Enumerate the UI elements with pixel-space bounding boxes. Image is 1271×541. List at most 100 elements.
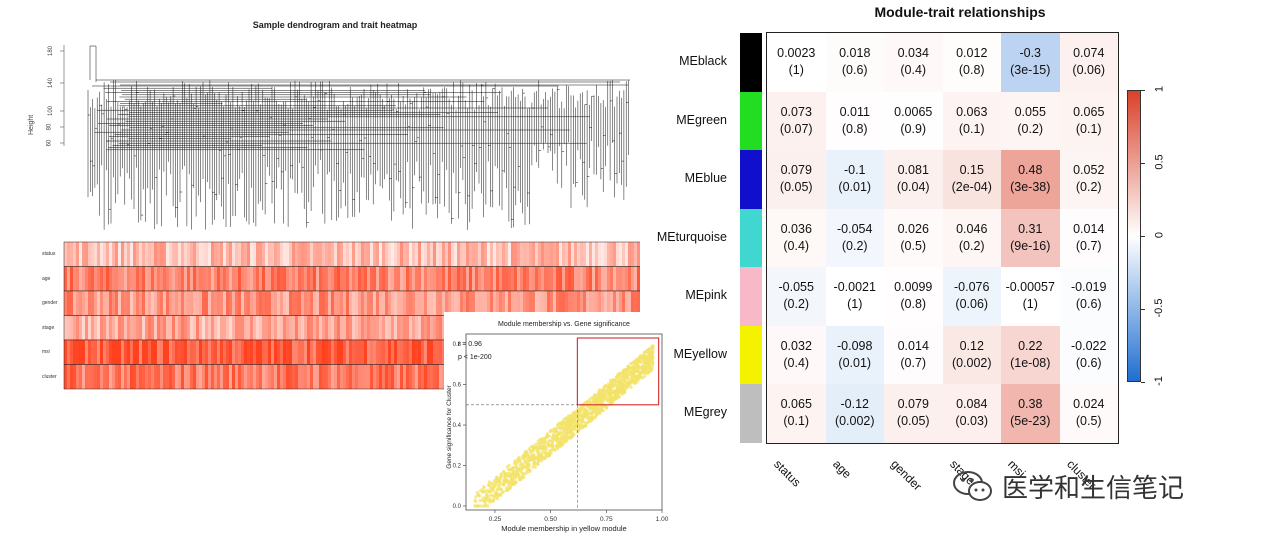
scatter-point [609,378,613,382]
scatter-point [564,425,568,429]
scatter-point [568,416,572,421]
scatter-point [507,481,511,485]
scatter-point [533,465,537,469]
scatter-point [514,459,518,463]
cell-pvalue: (0.01) [838,180,872,195]
heatmap-cell: -0.1 (0.01) [825,150,884,209]
scatter-point [530,457,534,461]
scatter-point [609,394,613,398]
cell-correlation: 0.084 [956,397,988,412]
scatter-y-label: Gene significance for Cluster [446,384,453,468]
cell-correlation: -0.3 [1019,46,1042,61]
scatter-point [567,414,571,418]
scatter-point [631,365,635,369]
scatter-point [572,428,577,432]
scatter-point [634,363,638,367]
colorbar-tick-label: 0 [1153,231,1165,239]
cell-correlation: 0.065 [1073,104,1105,119]
scatter-point [475,504,479,508]
scatter-plot: Module membership vs. Gene significance … [446,321,669,533]
trait-label-status: status [42,251,56,257]
scatter-point [497,480,501,484]
hub-gene-box [576,337,660,406]
scatter-point [560,433,564,437]
scatter-point [535,449,539,453]
cell-pvalue: (1) [1022,297,1038,312]
scatter-title: Module membership vs. Gene significance [498,321,630,328]
module-color-swatch [740,208,762,267]
scatter-point [629,385,633,389]
cell-pvalue: (0.05) [896,414,930,429]
scatter-point [563,436,567,440]
heatmap-cell: -0.098 (0.01) [825,325,884,384]
scatter-point [546,441,550,445]
cell-pvalue: (0.2) [958,238,985,253]
scatter-point [528,448,532,452]
cell-pvalue: (0.6) [841,63,868,78]
scatter-point [547,434,551,438]
cell-correlation: -0.019 [1071,280,1107,295]
scatter-point [621,370,625,374]
trait-label-msi: msi [42,349,50,355]
scatter-point [515,464,519,468]
heatmap-column-label: status [771,456,804,490]
heatmap-row-label: MEpink [685,288,727,303]
heatmap-cell: 0.081 (0.04) [884,150,943,209]
scatter-point [504,472,508,476]
scatter-point [577,416,581,420]
colorbar-tick-label: -0.5 [1153,298,1165,318]
scatter-point [567,435,571,439]
scatter-point [651,344,655,348]
scatter-point [550,440,555,444]
scatter-point [562,430,566,434]
cell-correlation: 0.073 [780,104,812,119]
scatter-x-tick: 0.50 [544,516,557,523]
scatter-point [564,439,568,443]
heatmap-cell: 0.0023 (1) [767,33,826,92]
module-color-swatch [740,33,762,92]
scatter-point [561,440,566,444]
cell-pvalue: (0.4) [900,63,927,78]
heatmap-row-label: MEgreen [676,112,727,127]
scatter-point [575,412,579,416]
heatmap-title: Module-trait relationships [874,4,1046,20]
scatter-point [624,386,629,390]
scatter-point [647,369,651,373]
heatmap-row-label: MEblue [684,171,727,186]
heatmap-row-label: MEyellow [673,346,728,361]
scatter-point [512,470,516,474]
scatter-point [596,411,600,415]
scatter-point [572,420,576,424]
heatmap-frame [766,32,1119,444]
scatter-annotation-p: p < 1e-200 [458,354,492,361]
scatter-point [651,348,655,352]
heatmap-cell: 0.046 (0.2) [942,208,1001,267]
scatter-point [474,499,478,503]
heatmap-column-label: gender [888,456,925,493]
scatter-point [637,358,642,362]
cell-pvalue: (0.06) [1072,63,1106,78]
heatmap-cell: 0.052 (0.2) [1059,150,1118,209]
scatter-point [641,360,645,364]
heatmap-cell: 0.074 (0.06) [1059,33,1118,92]
scatter-point [636,367,640,372]
cell-correlation: 0.0023 [777,46,816,61]
scatter-point [593,393,597,397]
scatter-point [642,374,647,378]
cell-pvalue: (0.8) [900,297,927,312]
trait-label-age: age [42,275,51,282]
scatter-point [624,375,628,379]
scatter-point [493,478,497,483]
scatter-point [523,472,527,476]
cell-pvalue: (0.2) [1017,121,1044,136]
scatter-point [648,354,653,358]
scatter-point [625,369,629,373]
scatter-point [551,438,555,442]
scatter-point [594,409,598,413]
cell-correlation: 0.014 [1073,221,1105,236]
cell-pvalue: (0.002) [951,355,992,370]
scatter-point [591,396,595,400]
scatter-point [594,415,598,419]
cell-pvalue: (2e-04) [951,180,992,195]
heatmap-cell: 0.15 (2e-04) [942,150,1001,209]
